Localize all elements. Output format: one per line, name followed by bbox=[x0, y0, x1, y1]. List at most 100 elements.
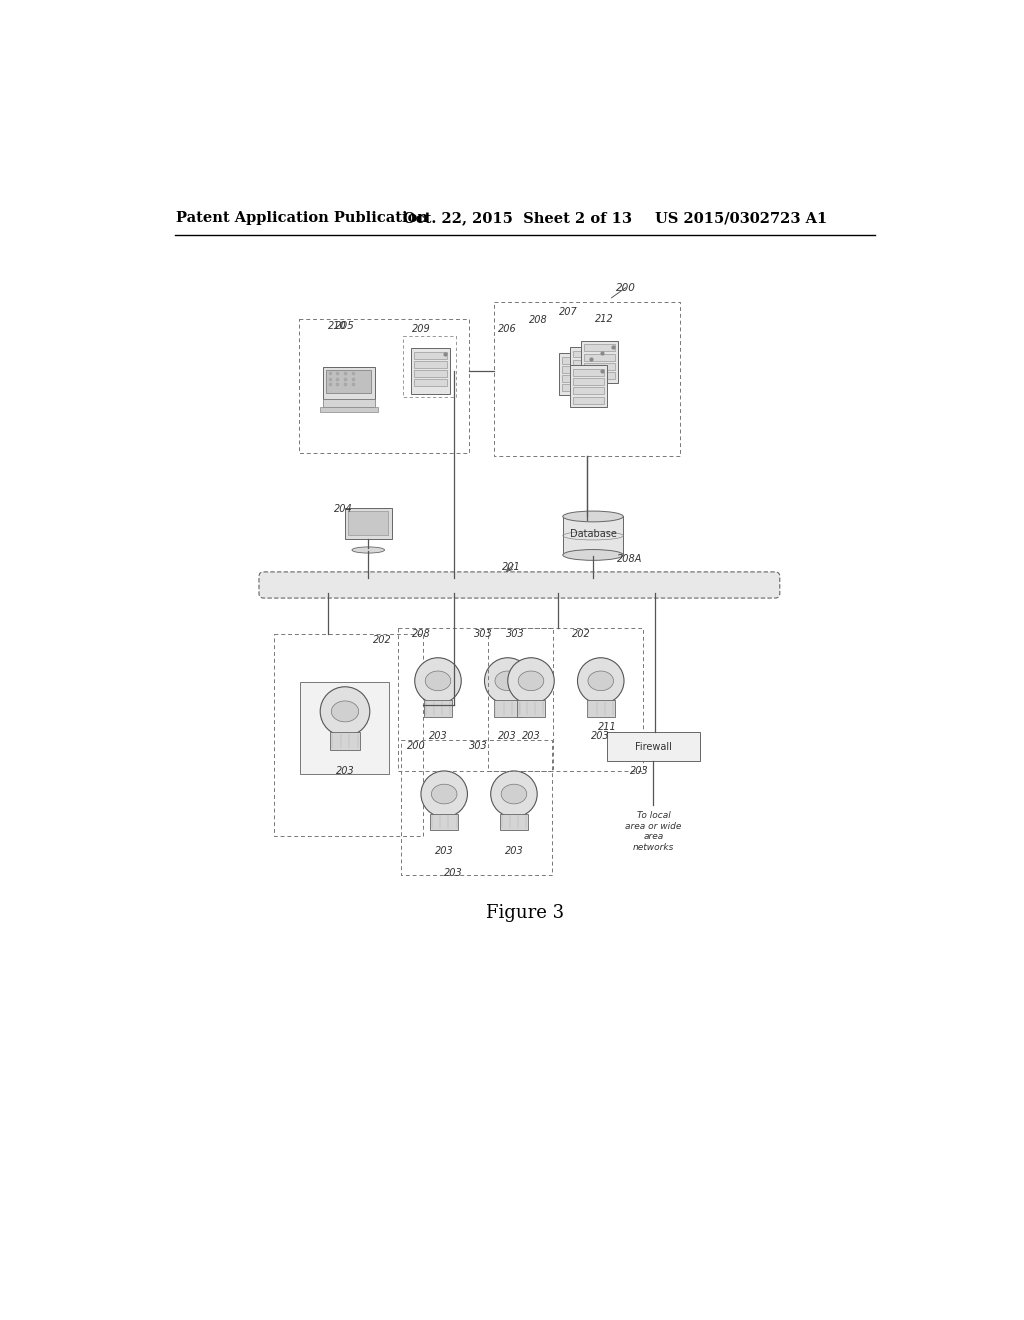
FancyBboxPatch shape bbox=[259, 572, 779, 598]
Text: 203: 203 bbox=[630, 766, 649, 776]
Bar bbox=[397, 628, 553, 771]
Bar bbox=[345, 508, 391, 539]
Bar bbox=[330, 733, 359, 750]
Text: 203: 203 bbox=[429, 731, 447, 741]
Text: 208: 208 bbox=[529, 315, 548, 325]
Bar bbox=[299, 318, 469, 453]
Text: 203: 203 bbox=[336, 766, 354, 776]
Ellipse shape bbox=[332, 701, 358, 722]
Bar bbox=[584, 363, 614, 370]
Bar bbox=[569, 347, 607, 389]
Text: Figure 3: Figure 3 bbox=[485, 904, 564, 921]
Bar bbox=[559, 352, 596, 395]
Bar bbox=[348, 511, 388, 535]
Ellipse shape bbox=[431, 784, 457, 804]
Text: 203: 203 bbox=[592, 731, 610, 741]
Bar bbox=[424, 701, 452, 717]
Bar bbox=[327, 370, 372, 393]
Text: 303: 303 bbox=[506, 630, 525, 639]
Text: 208A: 208A bbox=[616, 554, 642, 564]
Bar bbox=[562, 384, 593, 391]
Bar bbox=[562, 366, 593, 372]
Bar bbox=[500, 813, 528, 830]
Text: 203: 203 bbox=[435, 846, 454, 857]
Bar bbox=[494, 701, 521, 717]
Bar bbox=[414, 379, 446, 387]
Bar bbox=[414, 351, 446, 359]
Text: 207: 207 bbox=[559, 308, 578, 317]
Bar bbox=[572, 379, 604, 385]
Circle shape bbox=[421, 771, 467, 817]
Text: 209: 209 bbox=[412, 325, 430, 334]
Text: 204: 204 bbox=[334, 504, 353, 513]
Ellipse shape bbox=[425, 671, 451, 690]
Bar bbox=[562, 356, 593, 363]
Text: 203: 203 bbox=[521, 731, 541, 741]
Text: 202: 202 bbox=[572, 630, 591, 639]
Text: US 2015/0302723 A1: US 2015/0302723 A1 bbox=[655, 211, 827, 226]
Text: 303: 303 bbox=[473, 630, 493, 639]
Text: 210: 210 bbox=[328, 321, 347, 331]
Bar bbox=[494, 302, 680, 455]
Ellipse shape bbox=[501, 784, 526, 804]
Bar bbox=[584, 372, 614, 379]
Text: 202: 202 bbox=[373, 635, 391, 645]
Bar bbox=[587, 701, 614, 717]
Ellipse shape bbox=[563, 511, 624, 521]
Bar bbox=[572, 360, 604, 367]
Bar bbox=[562, 375, 593, 381]
Text: 212: 212 bbox=[595, 314, 614, 323]
Circle shape bbox=[578, 657, 624, 704]
Bar bbox=[584, 354, 614, 360]
Bar bbox=[572, 397, 604, 404]
Bar bbox=[572, 388, 604, 395]
Text: Patent Application Publication: Patent Application Publication bbox=[176, 211, 428, 226]
Text: 203: 203 bbox=[444, 869, 463, 878]
Bar bbox=[411, 348, 450, 395]
Bar bbox=[321, 408, 378, 412]
Text: 203: 203 bbox=[499, 731, 517, 741]
Circle shape bbox=[321, 686, 370, 737]
Bar bbox=[572, 351, 604, 358]
Bar bbox=[517, 701, 545, 717]
Bar bbox=[414, 370, 446, 378]
Circle shape bbox=[508, 657, 554, 704]
Ellipse shape bbox=[352, 546, 385, 553]
Text: To local
area or wide
area
networks: To local area or wide area networks bbox=[626, 812, 682, 851]
Bar bbox=[572, 370, 604, 376]
Bar bbox=[430, 813, 458, 830]
Bar bbox=[563, 516, 624, 554]
Ellipse shape bbox=[518, 671, 544, 690]
Bar bbox=[488, 628, 643, 771]
Text: 201: 201 bbox=[502, 561, 521, 572]
Text: Firewall: Firewall bbox=[635, 742, 672, 751]
Bar bbox=[273, 635, 423, 836]
Text: 200: 200 bbox=[615, 282, 636, 293]
Bar bbox=[572, 370, 604, 376]
Ellipse shape bbox=[563, 549, 624, 561]
Text: 203: 203 bbox=[505, 846, 523, 857]
Bar bbox=[414, 360, 446, 368]
Bar bbox=[300, 682, 389, 775]
Bar bbox=[572, 379, 604, 385]
Bar bbox=[403, 335, 456, 397]
Circle shape bbox=[484, 657, 531, 704]
Bar bbox=[584, 345, 614, 351]
Text: Oct. 22, 2015  Sheet 2 of 13: Oct. 22, 2015 Sheet 2 of 13 bbox=[403, 211, 632, 226]
Bar bbox=[581, 341, 617, 383]
Bar bbox=[400, 739, 552, 874]
Bar bbox=[323, 399, 375, 408]
Text: 211: 211 bbox=[598, 722, 616, 731]
Text: Database: Database bbox=[569, 529, 616, 539]
Text: 206: 206 bbox=[499, 325, 517, 334]
Ellipse shape bbox=[495, 671, 520, 690]
Text: 303: 303 bbox=[469, 741, 487, 751]
Circle shape bbox=[490, 771, 538, 817]
Text: 200: 200 bbox=[407, 741, 426, 751]
Bar bbox=[323, 367, 375, 399]
Bar bbox=[569, 366, 607, 408]
Ellipse shape bbox=[588, 671, 613, 690]
Text: 205: 205 bbox=[335, 321, 355, 331]
Bar bbox=[607, 733, 700, 762]
Circle shape bbox=[415, 657, 461, 704]
